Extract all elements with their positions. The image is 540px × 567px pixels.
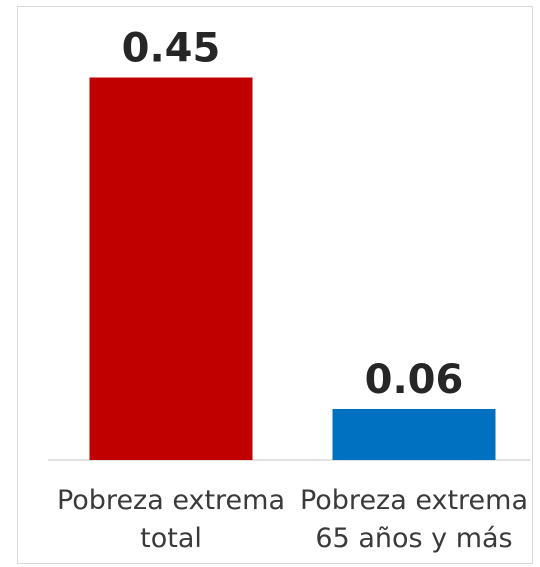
value-labels-layer: 0.45 0.06 [122,26,464,404]
value-label-total: 0.45 [122,26,221,72]
category-label-line: 65 años y más [315,523,513,554]
category-label-line: Pobreza extrema [56,485,286,516]
category-label-line: total [140,523,202,554]
bar-65-plus [332,409,496,460]
category-label-65-plus: Pobreza extrema 65 años y más [294,482,534,558]
category-label-total: Pobreza extrema total [51,482,291,558]
category-label-line: Pobreza extrema [299,485,529,516]
value-label-65-plus: 0.06 [365,357,464,403]
bars-layer [89,77,496,460]
bar-total [89,77,253,460]
